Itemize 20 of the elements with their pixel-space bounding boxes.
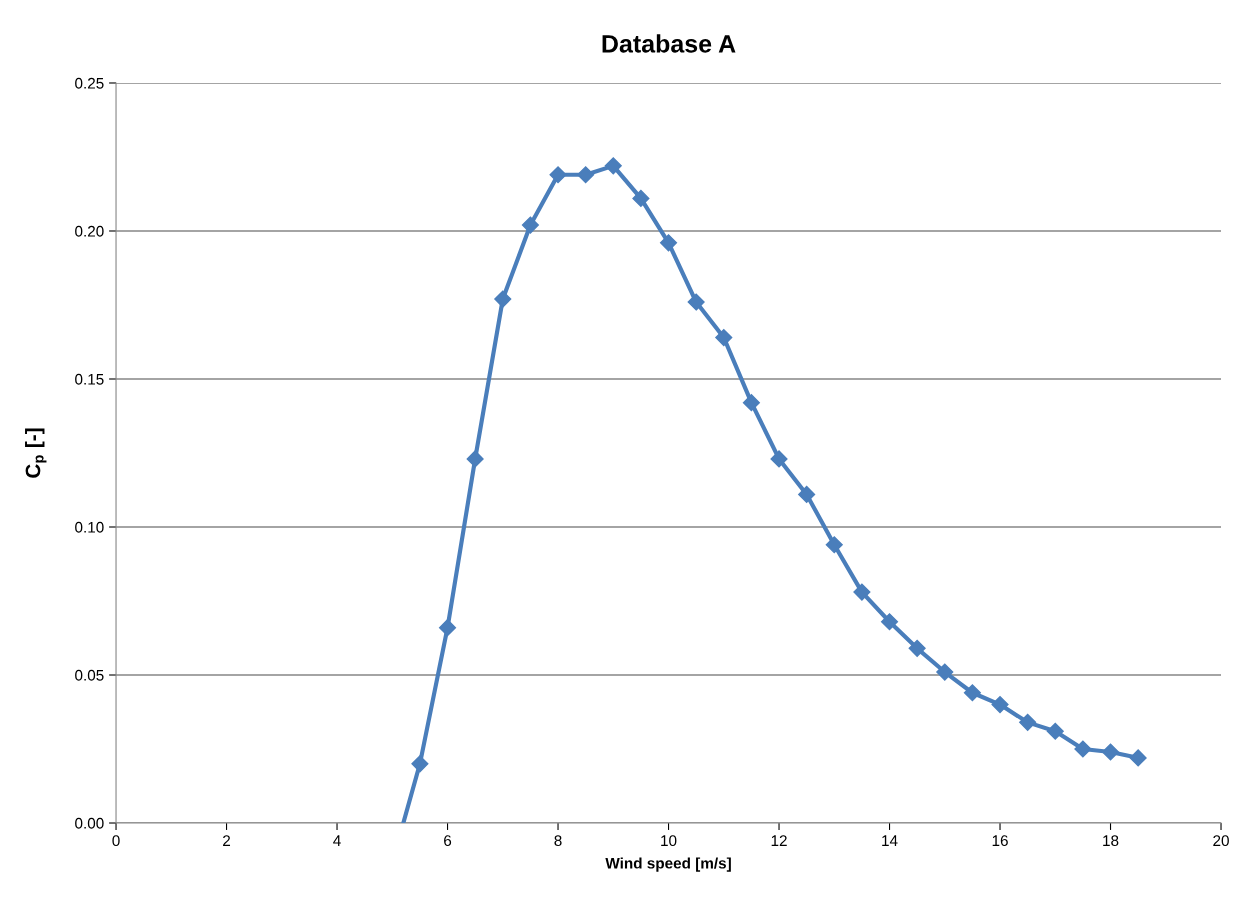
- y-tick-label: 0.00: [75, 817, 104, 829]
- x-tick-label: 18: [1103, 835, 1119, 847]
- x-tick-label: 10: [661, 835, 677, 847]
- x-axis-title: Wind speed [m/s]: [605, 857, 731, 872]
- y-tick-label: 0.25: [75, 77, 104, 89]
- x-tick-label: 20: [1213, 835, 1229, 847]
- y-tick-label: 0.10: [75, 521, 104, 533]
- x-tick-label: 12: [771, 835, 787, 846]
- y-tick-label: 0.15: [75, 373, 104, 385]
- x-tick-label: 14: [882, 835, 898, 846]
- x-tick-label: 4: [333, 835, 341, 846]
- x-tick-label: 2: [223, 835, 231, 846]
- y-tick-label: 0.20: [75, 225, 104, 237]
- x-tick-label: 0: [112, 835, 120, 847]
- x-tick-label: 6: [444, 835, 452, 847]
- x-tick-label: 16: [992, 835, 1008, 847]
- y-axis-title: C$_{p}$ [-]: [25, 428, 47, 478]
- chart-title: Database A: [602, 34, 736, 53]
- x-tick-label: 8: [554, 835, 562, 847]
- y-tick-label: 0.05: [75, 669, 104, 681]
